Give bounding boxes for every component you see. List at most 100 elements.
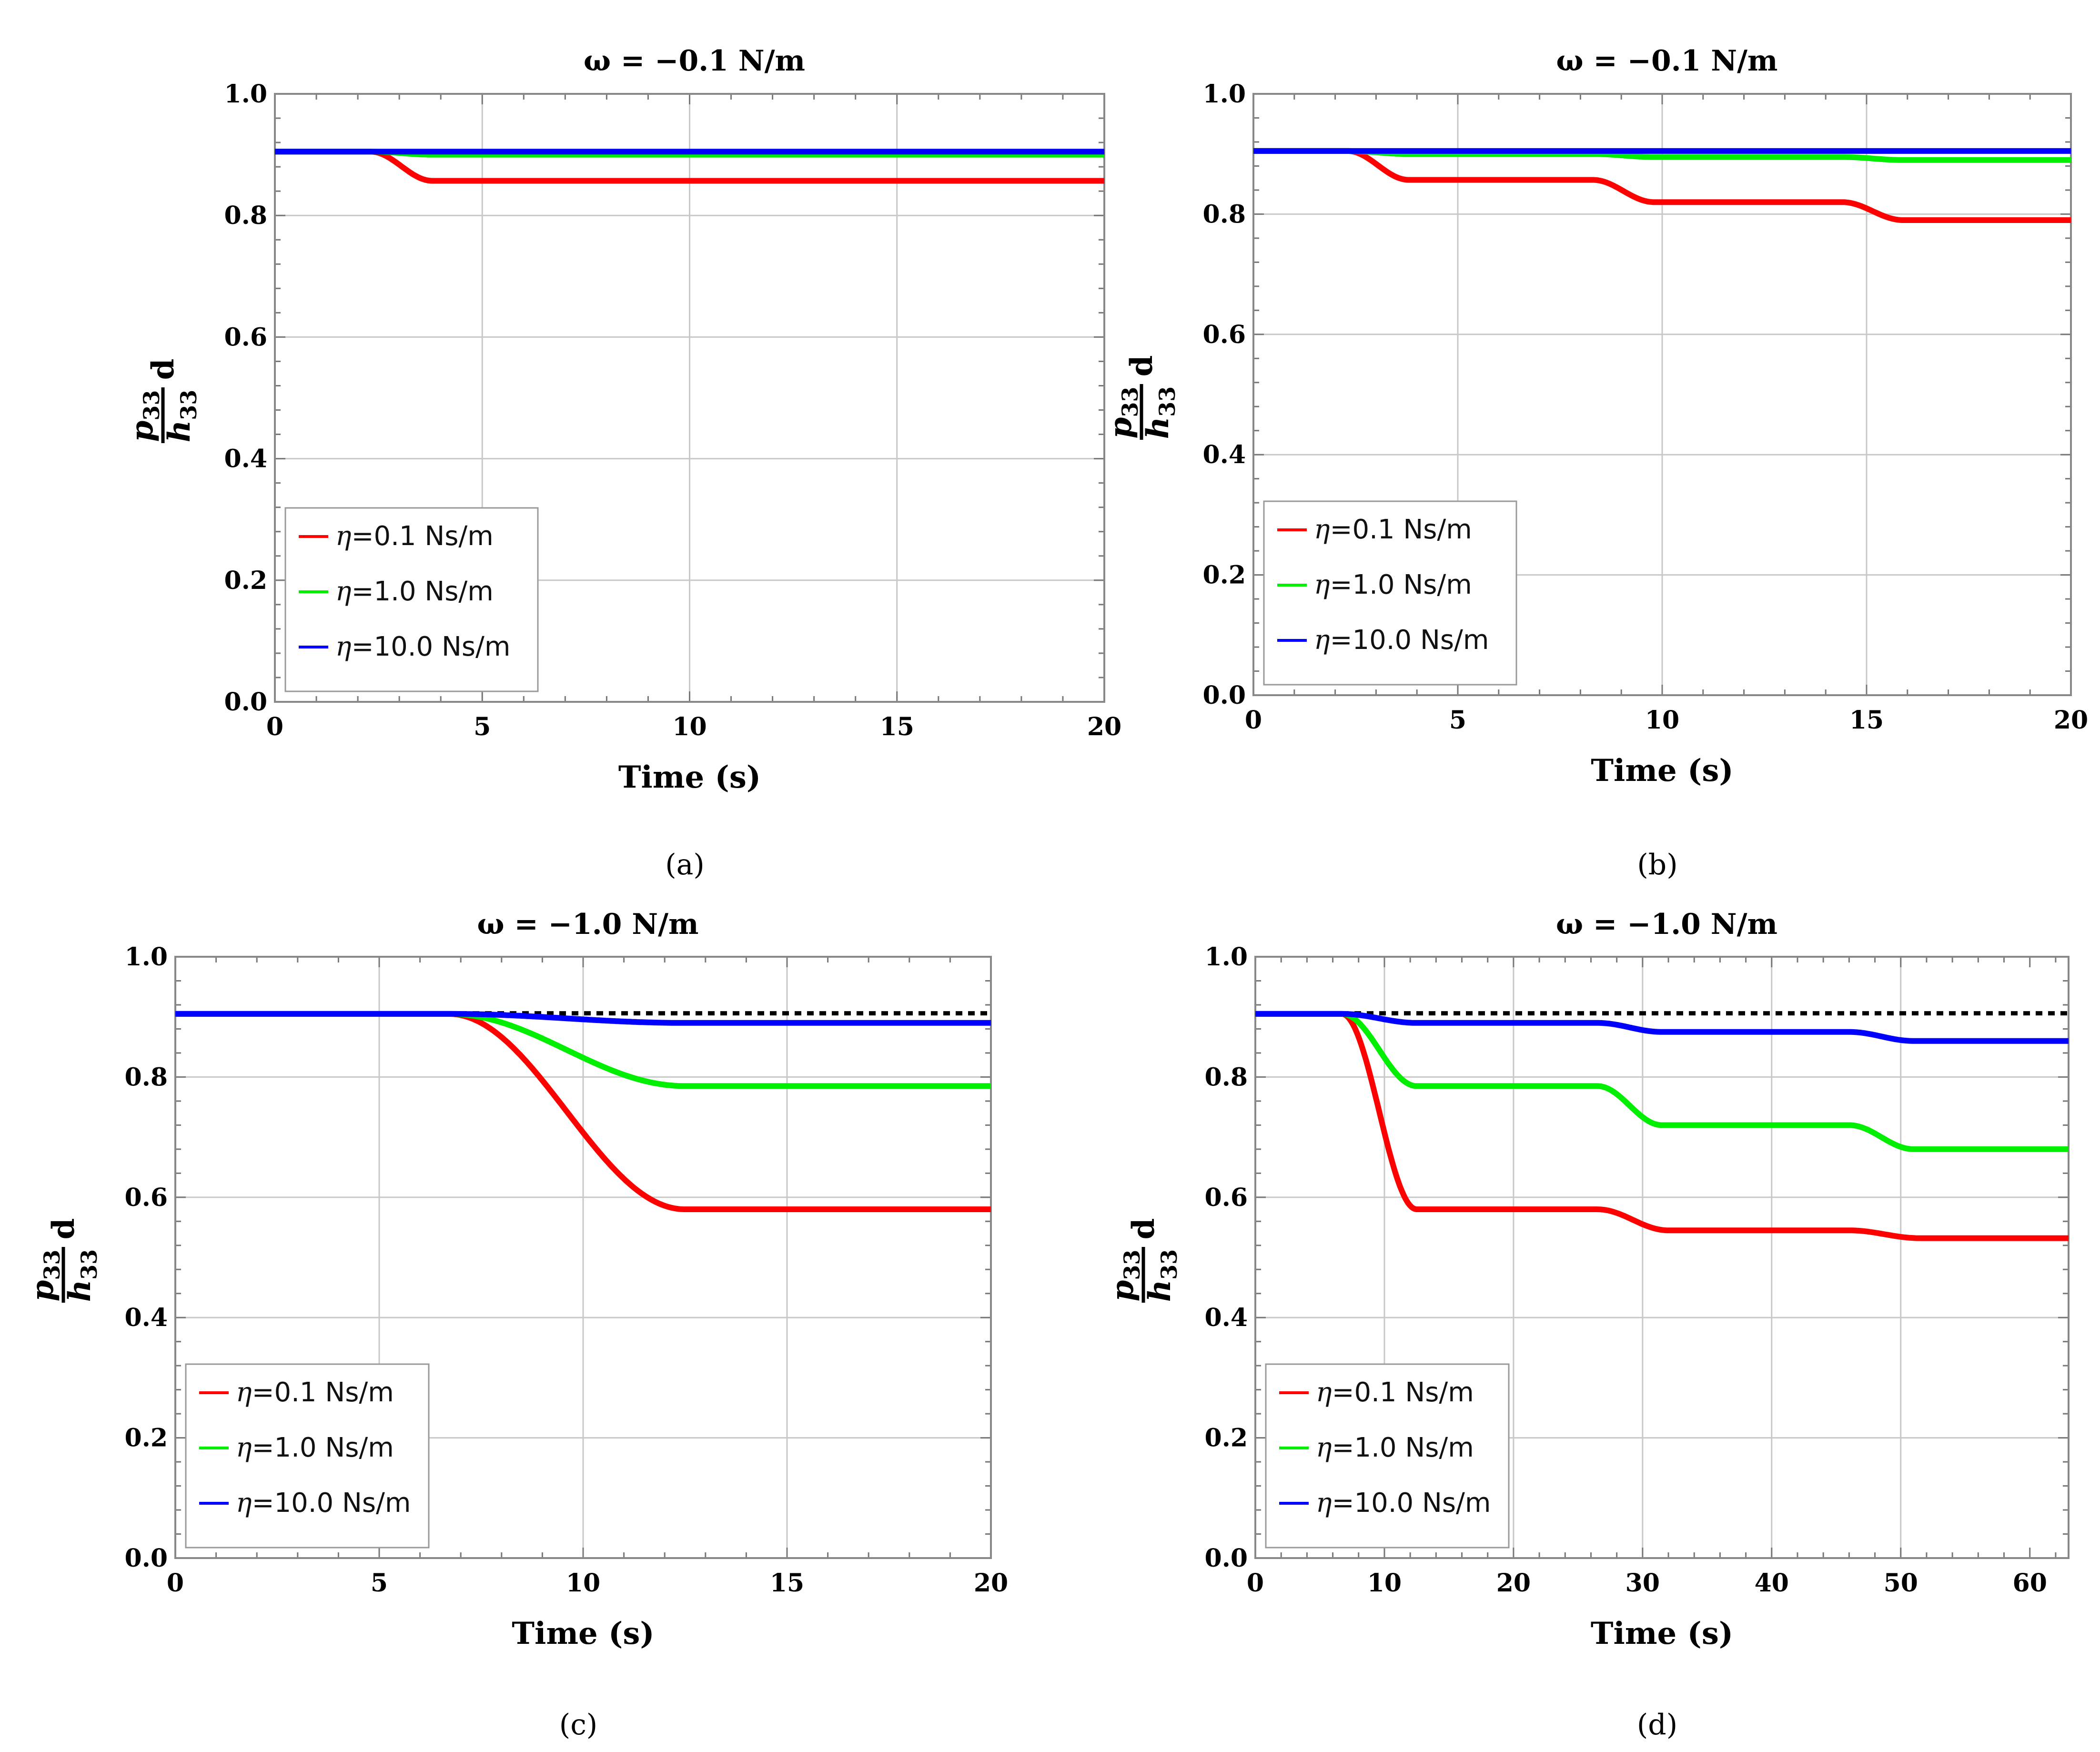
x-axis-label: Time (s) <box>512 1616 654 1651</box>
chart-title: ω = −1.0 N/m <box>477 908 699 941</box>
x-tick-label: 15 <box>1849 706 1884 735</box>
plot-frame <box>1254 956 2070 1559</box>
y-label-numerator: p33 <box>1103 387 1143 439</box>
x-tick-label: 0 <box>1247 1569 1264 1598</box>
y-tick-label: 1.0 <box>1205 942 1248 972</box>
series-line-1 <box>273 149 1106 184</box>
y-tick-label: 0.0 <box>125 1544 168 1573</box>
x-axis-label: Time (s) <box>1591 753 1733 789</box>
legend-label-2: η=1.0 Ns/m <box>1316 1432 1474 1463</box>
legend-value-text: =0.1 Ns/m <box>1330 514 1472 545</box>
y-label-den-var: h <box>1142 1280 1178 1302</box>
x-tick-label: 10 <box>566 1569 600 1598</box>
y-tick-label: 1.0 <box>125 942 168 972</box>
panel-label: (a) <box>665 848 705 881</box>
y-label-suffix: d <box>145 359 181 380</box>
y-label-denominator: h33 <box>162 390 202 443</box>
legend: η=0.1 Ns/mη=1.0 Ns/mη=10.0 Ns/m <box>284 507 539 692</box>
legend-label-1: η=0.1 Ns/m <box>335 521 494 552</box>
y-tick-label: 0.6 <box>1203 320 1246 349</box>
chart-panel-b: 0 5 10 15 20 0.0 0.2 0.4 0.6 0.8 1.0 ω = −0.1 N/m Ti… <box>1103 44 2088 881</box>
y-label-suffix: d <box>46 1218 81 1240</box>
x-axis-label: Time (s) <box>618 760 761 795</box>
x-tick-label: 50 <box>1884 1569 1918 1598</box>
x-tick-label: 0 <box>167 1569 184 1598</box>
y-label-num-sub: 33 <box>139 390 164 421</box>
legend-label-2: η=1.0 Ns/m <box>236 1432 394 1463</box>
legend-label-1: η=0.1 Ns/m <box>1316 1377 1474 1408</box>
y-tick-label: 0.2 <box>1203 561 1246 590</box>
legend-value-text: =1.0 Ns/m <box>352 576 494 607</box>
legend-eta-symbol: η <box>236 1377 252 1408</box>
y-tick-label: 1.0 <box>224 80 267 109</box>
y-label-den-sub: 33 <box>1154 386 1180 417</box>
y-tick-label: 0.2 <box>224 566 267 595</box>
y-tick-label: 0.8 <box>1203 200 1246 229</box>
y-tick-label: 0.8 <box>1205 1063 1248 1092</box>
legend-box <box>185 1363 430 1549</box>
panel-label: (d) <box>1637 1708 1677 1742</box>
x-tick-label: 30 <box>1625 1569 1660 1598</box>
legend-label-2: η=1.0 Ns/m <box>335 576 494 607</box>
chart-panel-c: 0 5 10 15 20 0.0 0.2 0.4 0.6 0.8 1.0 ω = −1.0 N/m Ti… <box>25 908 1008 1742</box>
x-tick-label: 20 <box>1087 712 1121 741</box>
y-label-denominator: h33 <box>62 1249 102 1302</box>
y-tick-label: 0.4 <box>1205 1303 1248 1332</box>
x-tick-label: 15 <box>770 1569 804 1598</box>
panel-label: (b) <box>1637 848 1677 881</box>
series-line-2 <box>1254 1011 2070 1152</box>
x-tick-label: 10 <box>1367 1569 1402 1598</box>
y-tick-label: 0.4 <box>1203 440 1246 469</box>
legend-eta-symbol: η <box>335 631 352 662</box>
legend-label-1: η=0.1 Ns/m <box>1314 514 1472 545</box>
legend-eta-symbol: η <box>335 576 352 607</box>
legend-value-text: =1.0 Ns/m <box>1330 569 1472 600</box>
legend-label-2: η=1.0 Ns/m <box>1314 569 1472 600</box>
x-tick-label: 40 <box>1755 1569 1789 1598</box>
legend-box <box>1263 500 1517 686</box>
x-tick-label: 5 <box>474 712 491 741</box>
y-tick-label: 0.4 <box>224 445 267 474</box>
y-label-den-sub: 33 <box>1156 1249 1182 1280</box>
legend-value-text: =0.1 Ns/m <box>1332 1377 1474 1408</box>
x-tick-label: 5 <box>371 1569 388 1598</box>
y-label-den-var: h <box>62 1280 98 1302</box>
chart-panel-a: 0 5 10 15 20 0.0 0.2 0.4 0.6 0.8 1.0 ω = −0.1 N/m Ti… <box>124 44 1121 881</box>
y-label-denominator: h33 <box>1142 1249 1182 1302</box>
y-label-den-sub: 33 <box>176 390 202 420</box>
legend-label-3: η=10.0 Ns/m <box>1314 625 1489 656</box>
plot-frame <box>274 93 1105 703</box>
legend-box <box>284 507 539 692</box>
legend-label-3: η=10.0 Ns/m <box>236 1488 411 1519</box>
y-tick-label: 0.6 <box>1205 1183 1248 1212</box>
y-label-denominator: h33 <box>1140 386 1180 439</box>
chart-title: ω = −1.0 N/m <box>1556 908 1777 941</box>
chart-title: ω = −0.1 N/m <box>584 44 805 78</box>
chart-panel-d: 0 10 20 30 40 50 60 0.0 0.2 0.4 0.6 0.8 1.0 ω = −1.0 … <box>1105 908 2070 1742</box>
legend-box <box>1265 1363 1510 1549</box>
legend: η=0.1 Ns/mη=1.0 Ns/mη=10.0 Ns/m <box>185 1363 430 1549</box>
series-line-3 <box>174 1011 992 1026</box>
series-line-3 <box>1254 1011 2070 1044</box>
y-tick-label: 0.0 <box>224 688 267 717</box>
y-tick-label: 0.2 <box>1205 1424 1248 1453</box>
plot-frame <box>1252 93 2072 696</box>
legend-eta-symbol: η <box>1314 569 1330 600</box>
plot-frame <box>174 956 992 1559</box>
y-label-num-var: p <box>25 1280 61 1302</box>
y-tick-label: 0.0 <box>1203 681 1246 710</box>
y-tick-label: 0.2 <box>125 1424 168 1453</box>
x-tick-label: 0 <box>266 712 283 741</box>
legend: η=0.1 Ns/mη=1.0 Ns/mη=10.0 Ns/m <box>1265 1363 1510 1549</box>
legend-eta-symbol: η <box>335 521 352 552</box>
x-tick-label: 15 <box>880 712 914 741</box>
y-label-num-var: p <box>124 421 160 442</box>
x-tick-label: 20 <box>2054 706 2088 735</box>
y-tick-label: 0.8 <box>224 201 267 230</box>
legend-eta-symbol: η <box>1316 1488 1332 1519</box>
y-label-num-var: p <box>1103 417 1139 439</box>
y-label-numerator: p33 <box>25 1250 65 1302</box>
